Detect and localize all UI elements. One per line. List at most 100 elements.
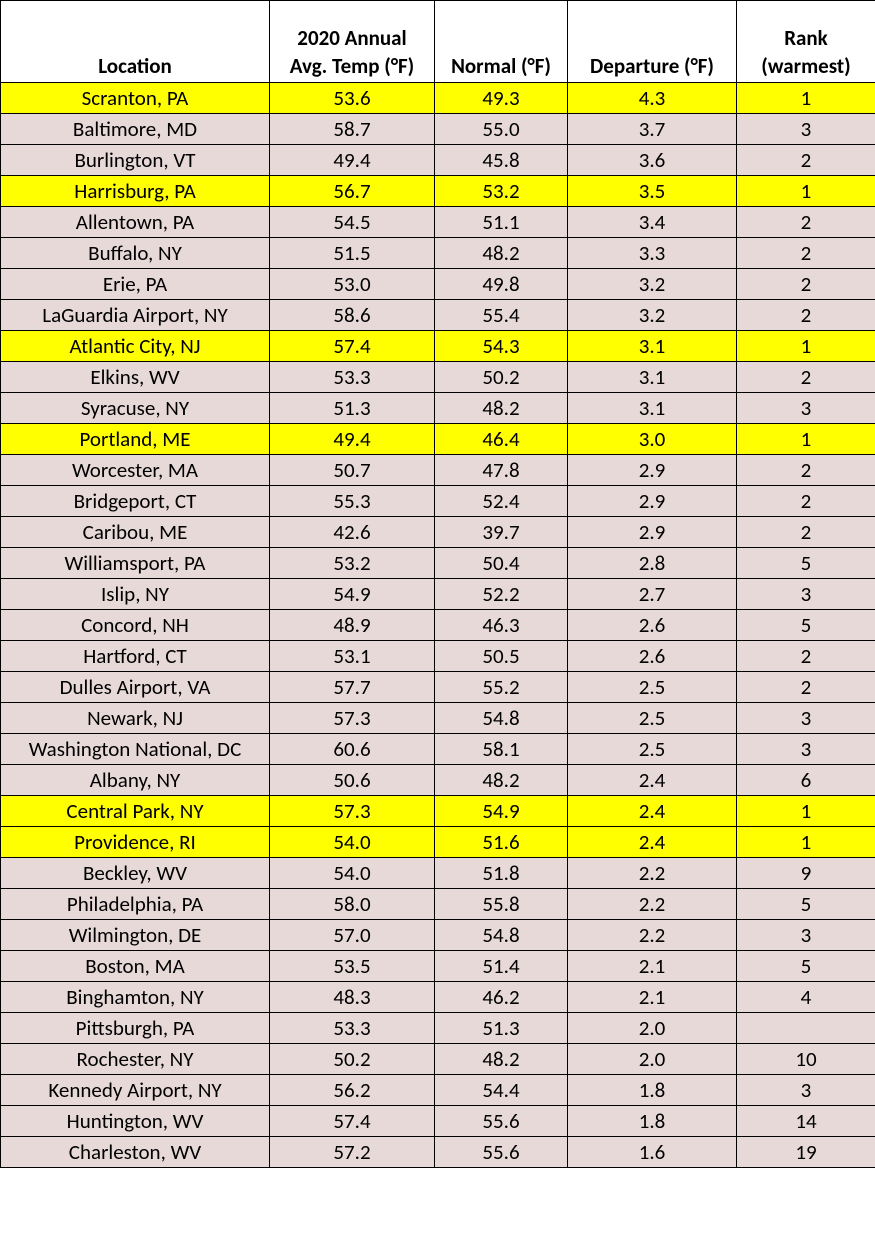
cell-rank: 2 [737, 455, 875, 486]
cell-rank: 2 [737, 672, 875, 703]
cell-rank: 1 [737, 424, 875, 455]
cell-avg: 49.4 [270, 424, 435, 455]
table-row: Providence, RI54.051.62.41 [1, 827, 875, 858]
cell-rank: 3 [737, 703, 875, 734]
cell-avg: 57.0 [270, 920, 435, 951]
cell-avg: 48.3 [270, 982, 435, 1013]
cell-avg: 42.6 [270, 517, 435, 548]
cell-location: Pittsburgh, PA [1, 1013, 270, 1044]
cell-normal: 51.1 [435, 207, 568, 238]
cell-location: Portland, ME [1, 424, 270, 455]
cell-normal: 49.3 [435, 83, 568, 114]
cell-normal: 48.2 [435, 238, 568, 269]
cell-location: Syracuse, NY [1, 393, 270, 424]
cell-departure: 2.7 [568, 579, 737, 610]
cell-normal: 39.7 [435, 517, 568, 548]
table-row: Islip, NY54.952.22.73 [1, 579, 875, 610]
cell-avg: 53.3 [270, 362, 435, 393]
cell-rank: 2 [737, 207, 875, 238]
cell-departure: 2.8 [568, 548, 737, 579]
cell-location: Bridgeport, CT [1, 486, 270, 517]
cell-location: Dulles Airport, VA [1, 672, 270, 703]
cell-normal: 50.2 [435, 362, 568, 393]
cell-rank: 3 [737, 579, 875, 610]
cell-departure: 2.2 [568, 858, 737, 889]
cell-avg: 54.0 [270, 827, 435, 858]
cell-rank: 3 [737, 734, 875, 765]
cell-location: Huntington, WV [1, 1106, 270, 1137]
cell-rank: 10 [737, 1044, 875, 1075]
cell-avg: 56.7 [270, 176, 435, 207]
table-row: Bridgeport, CT55.352.42.92 [1, 486, 875, 517]
cell-normal: 55.4 [435, 300, 568, 331]
cell-normal: 55.6 [435, 1137, 568, 1168]
cell-normal: 54.8 [435, 920, 568, 951]
cell-avg: 53.3 [270, 1013, 435, 1044]
cell-avg: 50.7 [270, 455, 435, 486]
cell-avg: 58.0 [270, 889, 435, 920]
cell-departure: 2.9 [568, 486, 737, 517]
cell-normal: 45.8 [435, 145, 568, 176]
cell-location: Concord, NH [1, 610, 270, 641]
cell-normal: 53.2 [435, 176, 568, 207]
table-row: Caribou, ME42.639.72.92 [1, 517, 875, 548]
cell-location: Wilmington, DE [1, 920, 270, 951]
cell-normal: 52.2 [435, 579, 568, 610]
cell-location: Erie, PA [1, 269, 270, 300]
cell-normal: 55.2 [435, 672, 568, 703]
cell-location: Buffalo, NY [1, 238, 270, 269]
cell-avg: 53.0 [270, 269, 435, 300]
cell-avg: 60.6 [270, 734, 435, 765]
cell-location: Boston, MA [1, 951, 270, 982]
cell-departure: 3.1 [568, 362, 737, 393]
cell-departure: 1.8 [568, 1106, 737, 1137]
cell-rank: 14 [737, 1106, 875, 1137]
table-row: Central Park, NY57.354.92.41 [1, 796, 875, 827]
cell-normal: 55.8 [435, 889, 568, 920]
table-row: Hartford, CT53.150.52.62 [1, 641, 875, 672]
cell-location: Beckley, WV [1, 858, 270, 889]
cell-rank: 1 [737, 827, 875, 858]
cell-avg: 57.2 [270, 1137, 435, 1168]
cell-departure: 3.6 [568, 145, 737, 176]
cell-avg: 53.6 [270, 83, 435, 114]
cell-location: Binghamton, NY [1, 982, 270, 1013]
cell-departure: 2.5 [568, 703, 737, 734]
cell-normal: 55.0 [435, 114, 568, 145]
cell-departure: 2.6 [568, 641, 737, 672]
cell-avg: 57.3 [270, 796, 435, 827]
cell-normal: 58.1 [435, 734, 568, 765]
table-row: Philadelphia, PA58.055.82.25 [1, 889, 875, 920]
table-row: Pittsburgh, PA53.351.32.0 [1, 1013, 875, 1044]
cell-departure: 1.6 [568, 1137, 737, 1168]
cell-normal: 48.2 [435, 1044, 568, 1075]
cell-location: Islip, NY [1, 579, 270, 610]
table-row: LaGuardia Airport, NY58.655.43.22 [1, 300, 875, 331]
cell-rank: 2 [737, 641, 875, 672]
cell-departure: 3.2 [568, 269, 737, 300]
cell-departure: 2.1 [568, 951, 737, 982]
table-row: Allentown, PA54.551.13.42 [1, 207, 875, 238]
cell-avg: 57.4 [270, 1106, 435, 1137]
cell-avg: 54.9 [270, 579, 435, 610]
cell-departure: 2.9 [568, 455, 737, 486]
cell-normal: 51.3 [435, 1013, 568, 1044]
cell-departure: 2.2 [568, 920, 737, 951]
cell-normal: 54.9 [435, 796, 568, 827]
cell-rank: 3 [737, 1075, 875, 1106]
col-departure: Departure (°F) [568, 1, 737, 83]
cell-departure: 2.0 [568, 1044, 737, 1075]
cell-departure: 3.7 [568, 114, 737, 145]
cell-rank: 2 [737, 300, 875, 331]
cell-location: Providence, RI [1, 827, 270, 858]
cell-rank: 2 [737, 362, 875, 393]
cell-rank: 4 [737, 982, 875, 1013]
cell-rank: 1 [737, 796, 875, 827]
cell-location: Philadelphia, PA [1, 889, 270, 920]
cell-rank: 3 [737, 114, 875, 145]
cell-avg: 57.7 [270, 672, 435, 703]
cell-departure: 2.5 [568, 672, 737, 703]
table-row: Williamsport, PA53.250.42.85 [1, 548, 875, 579]
cell-location: Caribou, ME [1, 517, 270, 548]
cell-normal: 46.3 [435, 610, 568, 641]
